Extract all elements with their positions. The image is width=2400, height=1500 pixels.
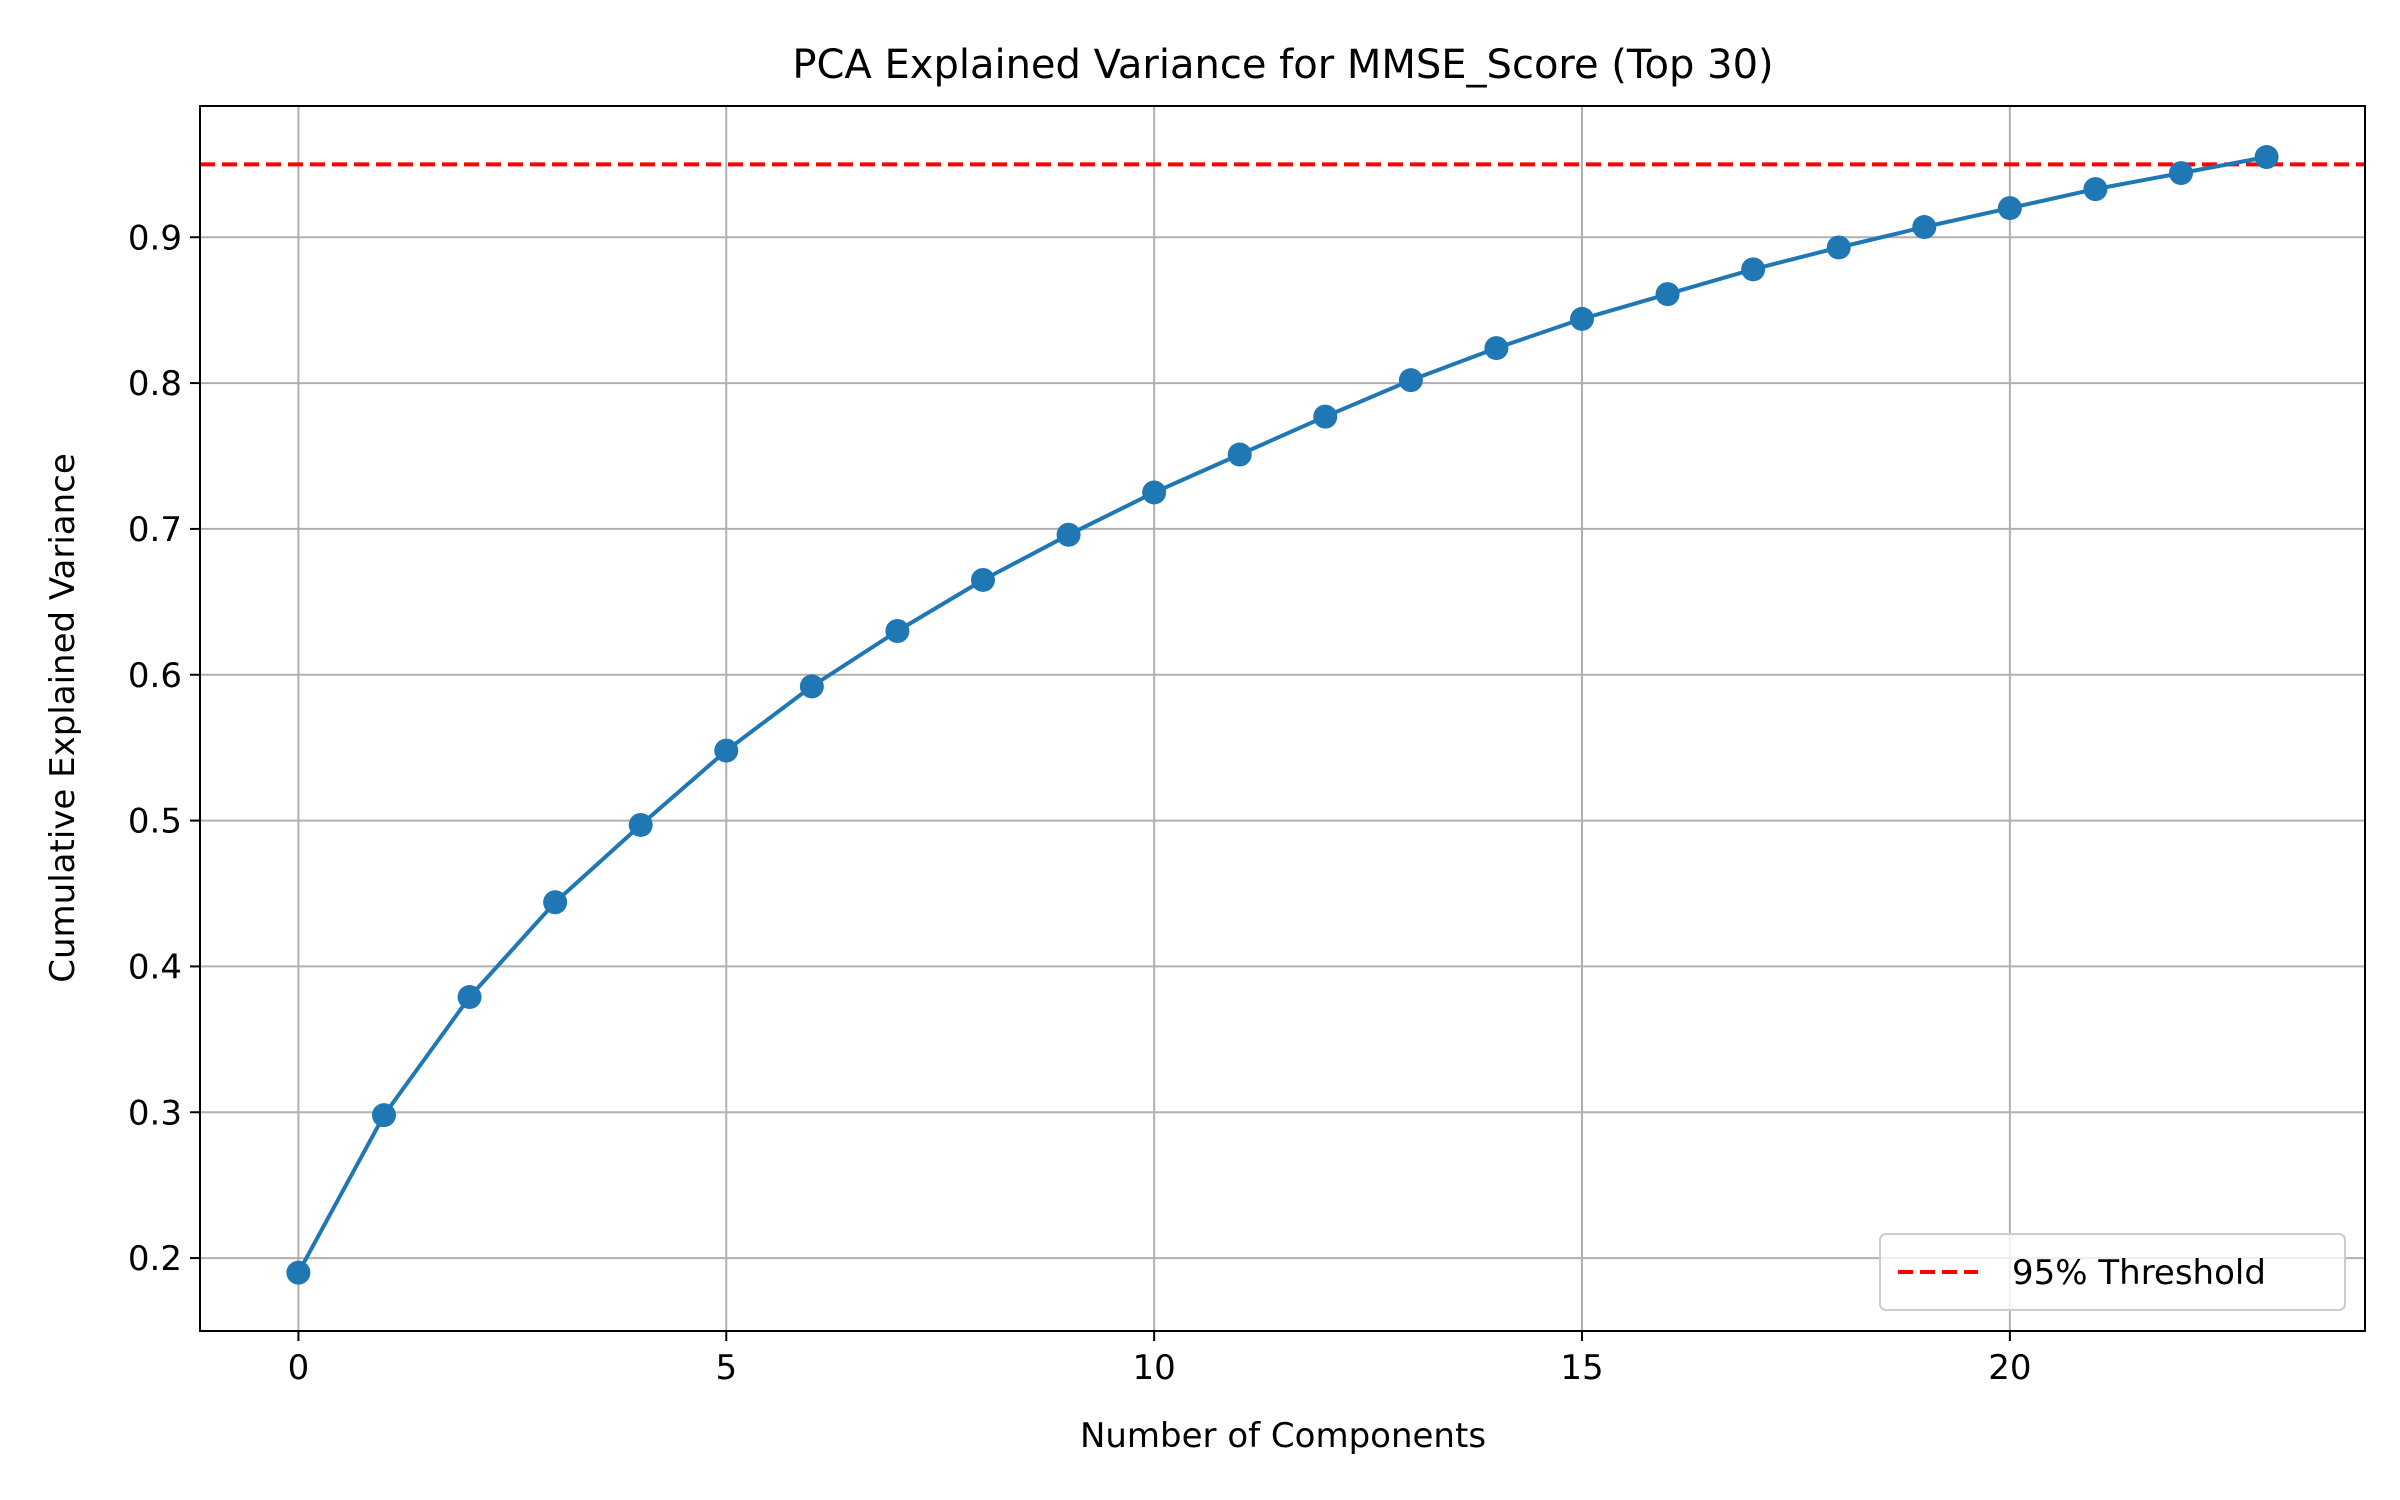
grid-lines [200,106,2365,1331]
legend-threshold-label: 95% Threshold [2012,1253,2266,1293]
x-axis-label: Number of Components [1080,1416,1486,1456]
plot-frame [199,105,2366,1332]
y-tick-label: 0.9 [128,218,182,258]
y-tick-label: 0.3 [128,1093,182,1133]
data-point [885,619,910,643]
data-point [2254,145,2279,170]
data-point [543,890,568,915]
data-point [2169,161,2194,186]
data-point [799,674,824,699]
data-point [714,738,739,763]
data-point [1398,368,1423,393]
axis-ticks: 0 5 10 15 20 0.2 0.3 0.4 0.5 0.6 0.7 0.8 0.9 [128,218,2032,1388]
x-tick-label: 15 [1560,1348,1603,1388]
legend: 95% Threshold [1879,1233,2346,1311]
data-point [1570,306,1595,331]
data-point [970,567,995,592]
x-tick-label: 5 [715,1348,737,1388]
y-tick-label: 0.5 [128,802,182,842]
y-tick-label: 0.6 [128,656,182,696]
x-tick-label: 0 [288,1348,310,1388]
data-point [1227,442,1252,467]
data-point [1655,282,1680,307]
x-tick-label: 10 [1133,1348,1176,1388]
chart-title: PCA Explained Variance for MMSE_Score (T… [792,42,1773,88]
data-point [1056,522,1081,547]
data-point [1826,235,1851,260]
data-point [371,1103,396,1128]
data-point [457,985,482,1010]
data-point [1142,480,1167,505]
y-tick-label: 0.7 [128,510,182,550]
data-point [1484,336,1509,361]
data-point [286,1260,311,1285]
x-tick-label: 20 [1988,1348,2031,1388]
y-tick-label: 0.4 [128,947,182,987]
y-axis-label: Cumulative Explained Variance [43,453,83,983]
data-point [1997,196,2022,221]
legend-box [1879,1233,2346,1311]
data-point [1313,404,1338,429]
data-point [2083,177,2108,202]
y-tick-label: 0.8 [128,364,182,404]
series-line [296,155,2267,1274]
series-layer [286,145,2279,1285]
data-point [1912,215,1937,240]
y-tick-label: 0.2 [128,1239,182,1279]
data-point [628,812,653,837]
data-point [1741,257,1766,282]
